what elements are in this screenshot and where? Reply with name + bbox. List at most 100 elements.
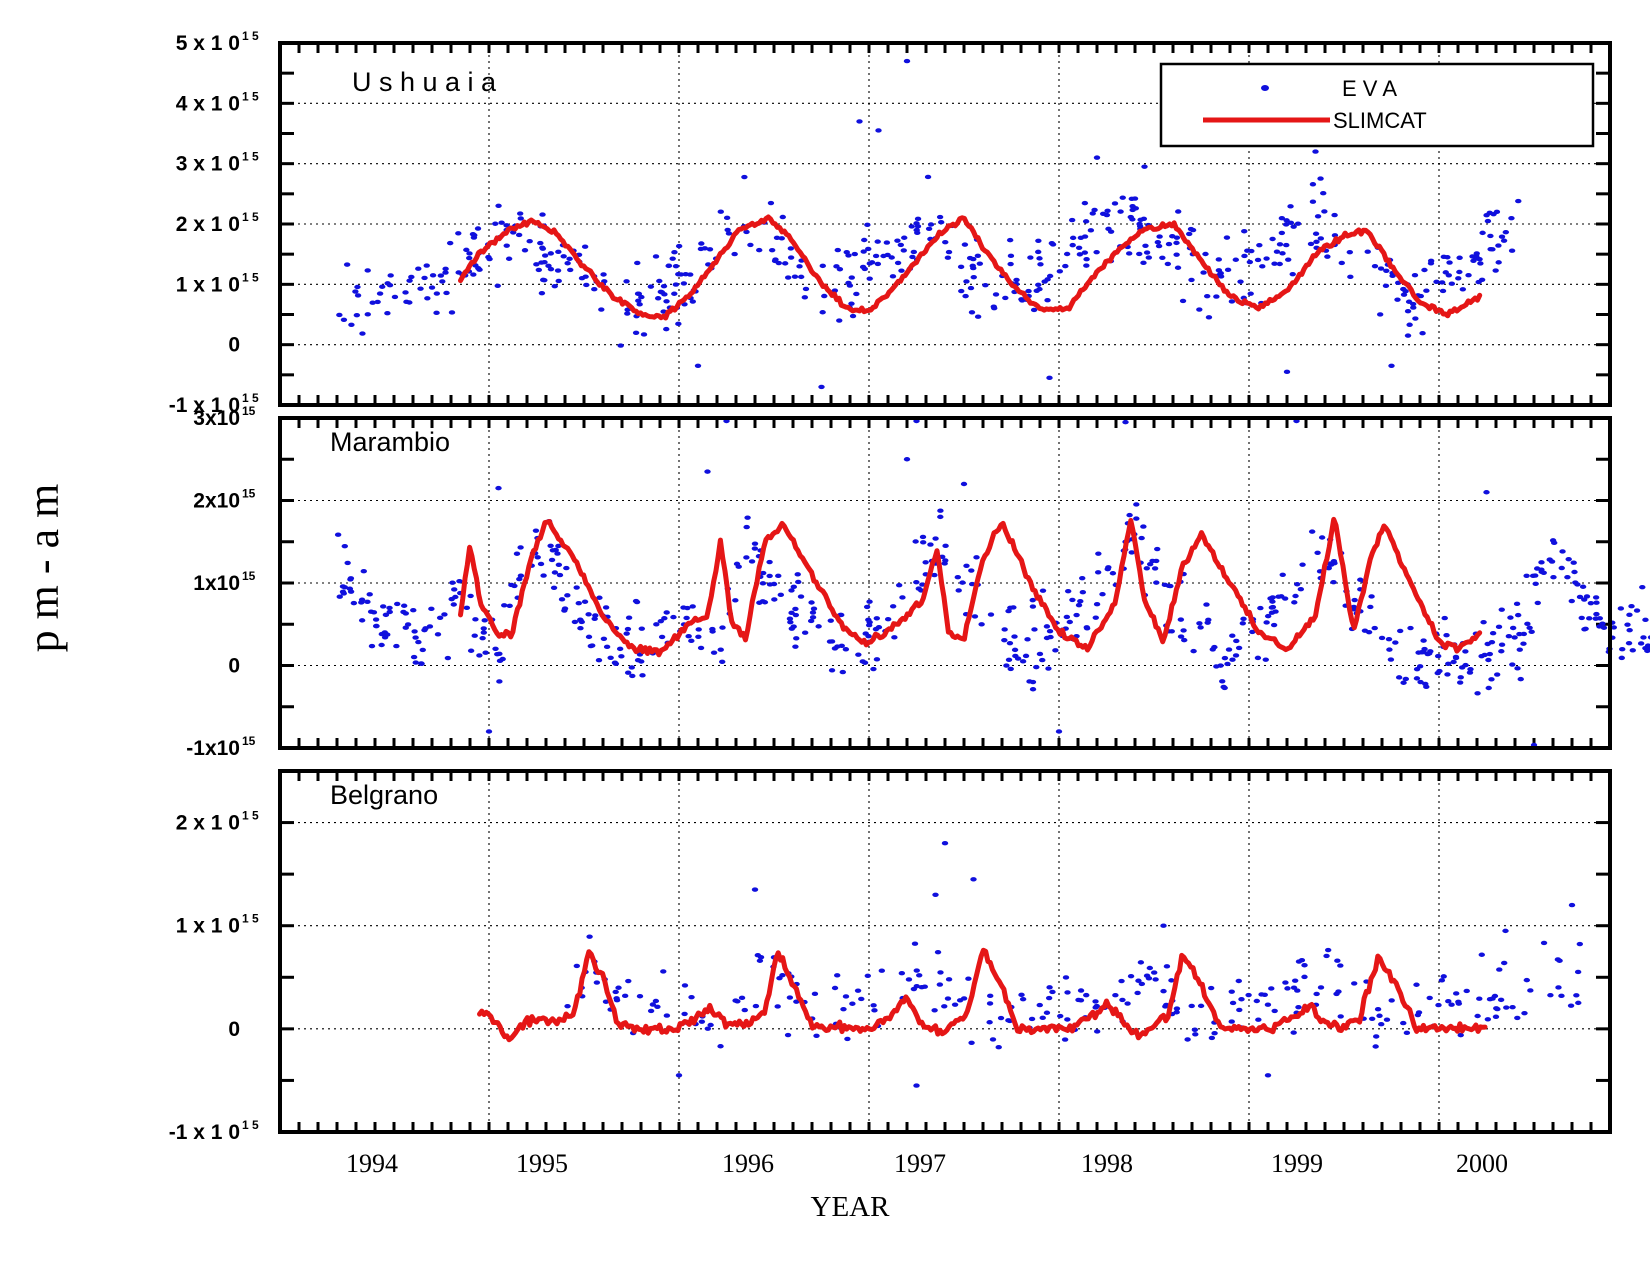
eva-point [1324, 254, 1331, 259]
y-tick-exponent: 1 5 [242, 29, 259, 43]
eva-point [517, 216, 524, 221]
eva-point [864, 973, 872, 978]
eva-point [1111, 201, 1119, 206]
y-tick-exponent: 1 5 [242, 1118, 259, 1132]
eva-point [596, 595, 603, 600]
eva-point [406, 278, 413, 283]
eva-point [873, 616, 881, 621]
eva-point [971, 614, 979, 619]
eva-point [1457, 675, 1464, 680]
eva-point [913, 968, 920, 973]
eva-point [1395, 675, 1403, 680]
eva-point [1466, 670, 1474, 675]
eva-point [1485, 685, 1492, 691]
eva-point [1346, 249, 1354, 255]
eva-point [788, 626, 796, 631]
eva-point [471, 633, 478, 638]
eva-point [1486, 651, 1494, 657]
eva-point [761, 600, 769, 605]
eva-point [1029, 597, 1036, 603]
eva-point [865, 617, 872, 622]
eva-point [1241, 229, 1248, 234]
eva-point [516, 211, 524, 216]
eva-point [1465, 273, 1472, 278]
eva-point [756, 958, 764, 963]
eva-point [1646, 645, 1650, 651]
eva-point [1146, 965, 1154, 971]
eva-point [615, 985, 622, 990]
eva-point [496, 679, 503, 684]
eva-point [717, 1044, 724, 1049]
eva-point [723, 215, 731, 221]
eva-point [1420, 638, 1427, 643]
eva-point [689, 604, 696, 609]
eva-point [613, 996, 620, 1001]
eva-point [1377, 266, 1385, 271]
eva-point [347, 576, 355, 581]
eva-point [1225, 647, 1233, 652]
eva-point [968, 1040, 975, 1045]
eva-point [1320, 191, 1327, 196]
eva-point [556, 572, 564, 578]
eva-point [486, 256, 493, 262]
eva-point [846, 283, 854, 288]
eva-point [1571, 569, 1578, 575]
eva-point [1269, 236, 1276, 242]
eva-point [379, 284, 386, 289]
eva-point [801, 630, 809, 635]
eva-point [1317, 176, 1324, 181]
eva-point [1269, 604, 1277, 610]
eva-point [1386, 647, 1393, 652]
eva-point [1498, 642, 1506, 647]
eva-point [1365, 629, 1373, 635]
eva-point [1351, 597, 1358, 603]
eva-point [1215, 257, 1223, 262]
eva-point [1035, 249, 1042, 255]
eva-point [418, 661, 425, 666]
eva-point [1282, 222, 1290, 227]
eva-point [495, 485, 502, 491]
eva-point [1205, 617, 1212, 623]
eva-point [410, 654, 418, 660]
eva-point [346, 586, 354, 591]
eva-point [340, 317, 348, 322]
eva-point [1039, 588, 1047, 593]
eva-point [354, 293, 362, 298]
eva-point [1029, 604, 1037, 609]
eva-point [1180, 628, 1187, 633]
eva-point [1578, 615, 1585, 621]
eva-point [1030, 307, 1038, 313]
eva-point [828, 639, 836, 644]
eva-point [593, 980, 601, 985]
eva-point [455, 231, 462, 236]
y-tick-exponent: 15 [242, 734, 256, 748]
eva-point [535, 267, 543, 273]
eva-point [663, 326, 670, 332]
eva-point [779, 214, 786, 220]
eva-point [1029, 687, 1037, 692]
eva-point [936, 214, 944, 220]
eva-point [452, 594, 459, 600]
eva-point [638, 294, 645, 300]
eva-point [1628, 603, 1635, 609]
eva-point [340, 591, 348, 596]
eva-point [1637, 641, 1645, 646]
eva-point [537, 561, 545, 567]
eva-point [704, 469, 711, 474]
eva-point [1455, 276, 1462, 281]
eva-point [795, 579, 802, 585]
eva-point [364, 268, 371, 273]
eva-point [1565, 556, 1572, 562]
eva-point [1128, 196, 1136, 202]
eva-point [1576, 941, 1584, 947]
eva-point [681, 1011, 688, 1017]
panel-frame [278, 41, 1612, 407]
eva-point [844, 1036, 851, 1042]
eva-point [810, 606, 818, 611]
eva-point [719, 625, 726, 630]
eva-point [1276, 261, 1283, 267]
eva-point [1400, 680, 1407, 685]
eva-point [1610, 625, 1618, 630]
eva-point [1371, 263, 1379, 269]
